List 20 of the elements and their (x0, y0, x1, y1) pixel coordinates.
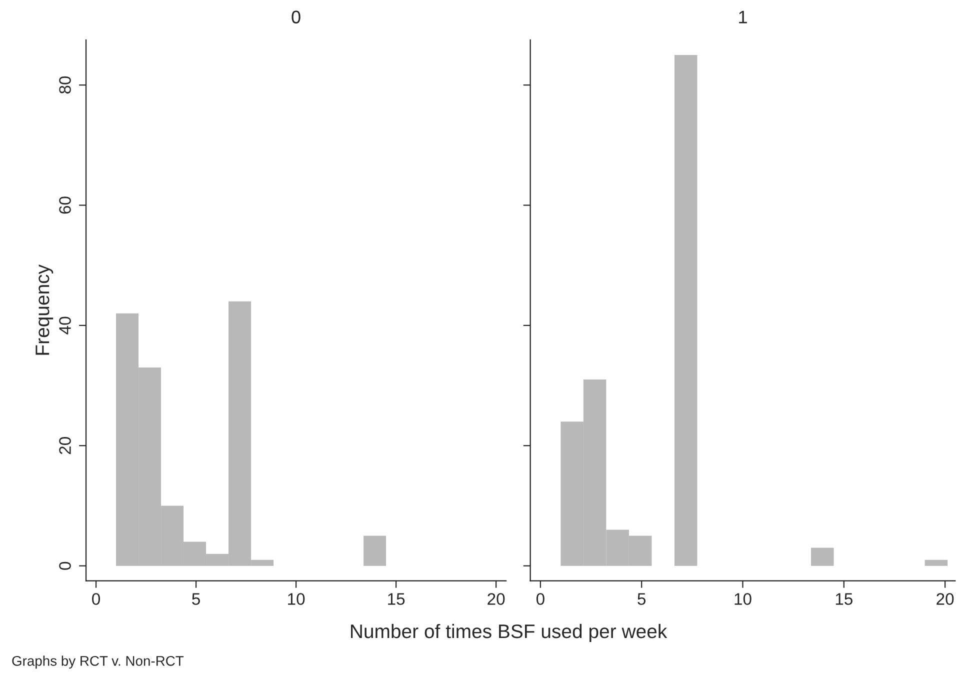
chart-title: 1 (739, 10, 747, 24)
y-axis-title: Frequency (36, 264, 54, 355)
text: Graphs by RCT v. Non-RCT (12, 656, 184, 669)
x-tick-label: 15 (836, 593, 852, 605)
x-axis-title: Number of times BSF used per week (351, 624, 668, 642)
x-tick-label: 10 (288, 593, 305, 605)
x-tick-label: 0 (92, 593, 100, 605)
chart-title: 0 (292, 10, 300, 24)
x-tick-label: 0 (536, 593, 544, 605)
x-tick-label: 20 (936, 593, 954, 605)
y-tick-label: 40 (59, 316, 71, 334)
y-tick-label: 80 (59, 76, 71, 94)
x-tick-label: 15 (388, 593, 405, 605)
y-tick-label: 0 (59, 562, 71, 570)
x-tick-label: 20 (488, 593, 505, 605)
x-tick-label: 5 (192, 593, 200, 605)
x-tick-label: 5 (638, 593, 646, 605)
y-tick-label: 60 (59, 196, 71, 214)
x-tick-label: 10 (734, 593, 752, 605)
y-tick-label: 20 (59, 437, 71, 454)
